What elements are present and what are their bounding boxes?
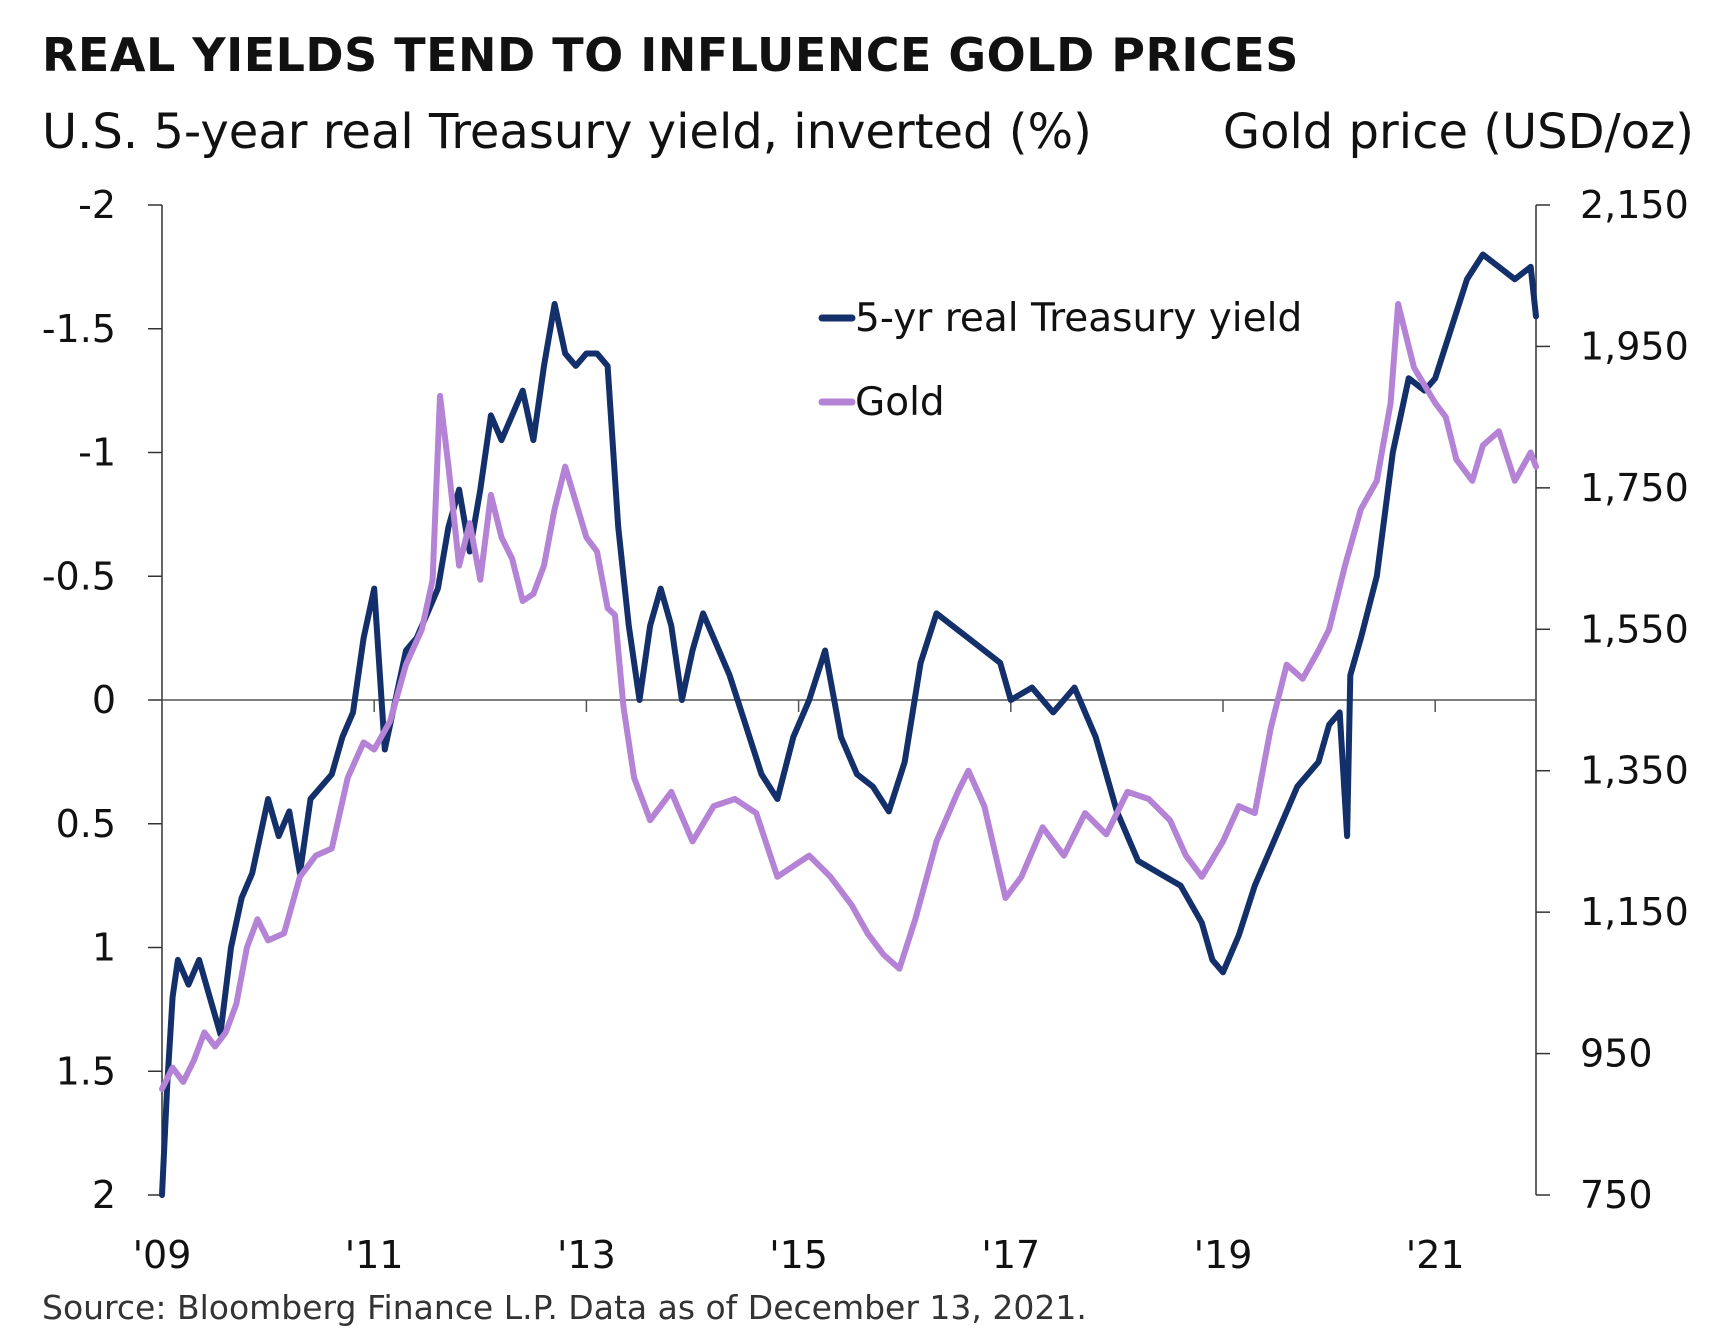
- source-note: Source: Bloomberg Finance L.P. Data as o…: [42, 1288, 1087, 1327]
- yield-series-line: [159, 251, 1539, 1198]
- left-tick-label: 2: [92, 1173, 116, 1217]
- right-tick-label: 950: [1580, 1032, 1653, 1076]
- gold-series-line: [159, 301, 1539, 1092]
- x-tick-label: '19: [1194, 1233, 1253, 1277]
- x-tick-label: '13: [557, 1233, 616, 1277]
- left-axis-title: U.S. 5-year real Treasury yield, inverte…: [42, 104, 1092, 160]
- chart-title: REAL YIELDS TEND TO INFLUENCE GOLD PRICE…: [42, 28, 1299, 82]
- right-tick-label: 1,150: [1580, 890, 1689, 934]
- x-tick-label: '09: [133, 1233, 192, 1277]
- x-tick-label: '21: [1406, 1233, 1465, 1277]
- right-tick-label: 1,750: [1580, 466, 1689, 510]
- right-axis-title: Gold price (USD/oz): [1222, 104, 1694, 160]
- x-tick-label: '11: [345, 1233, 404, 1277]
- x-tick-label: '17: [981, 1233, 1040, 1277]
- legend-label-gold: Gold: [855, 380, 945, 425]
- left-tick-label: 1: [92, 926, 116, 970]
- left-tick-label: 0: [92, 678, 116, 722]
- series-layer: [159, 251, 1539, 1198]
- right-tick-label: 1,350: [1580, 749, 1689, 793]
- left-tick-label: -1.5: [42, 307, 116, 351]
- right-tick-label: 750: [1580, 1173, 1653, 1217]
- legend-label-yield: 5-yr real Treasury yield: [855, 296, 1302, 341]
- legend: 5-yr real Treasury yield Gold: [818, 296, 1302, 425]
- left-tick-label: 0.5: [56, 802, 116, 846]
- left-tick-label: -0.5: [42, 554, 116, 598]
- x-tick-label: '15: [769, 1233, 828, 1277]
- right-tick-label: 2,150: [1580, 183, 1689, 227]
- right-tick-label: 1,950: [1580, 324, 1689, 368]
- left-tick-label: -2: [78, 183, 116, 227]
- left-tick-label: -1: [78, 431, 116, 475]
- left-tick-label: 1.5: [56, 1049, 116, 1093]
- axes-layer: -2 -1.5 -1 -0.5 0 0.5 1 1.5 2 2,150 1,950 1,750 1,55…: [42, 183, 1689, 1277]
- right-tick-label: 1,550: [1580, 607, 1689, 651]
